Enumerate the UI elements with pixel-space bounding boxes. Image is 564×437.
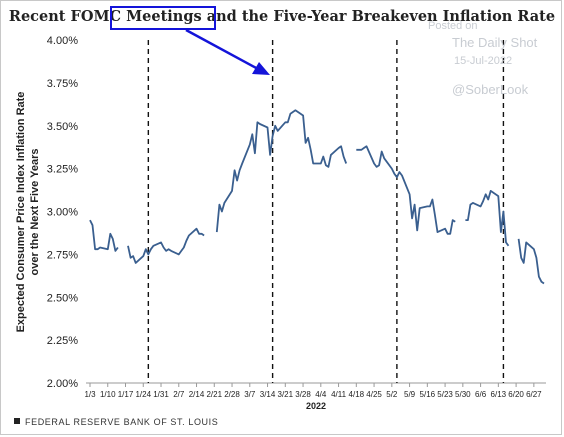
y-tick-label: 3.50%: [47, 121, 78, 133]
series-line-segment: [465, 189, 510, 247]
series-line-segment: [215, 109, 348, 233]
breakeven-series: [89, 109, 545, 285]
x-tick-label: 3/7: [244, 390, 256, 399]
x-axis-label: 2022: [306, 401, 326, 411]
x-tick-label: 2/14: [189, 390, 205, 399]
footer-square-icon: [14, 418, 20, 424]
y-tick-label: 2.25%: [47, 335, 78, 347]
chart-title: Recent FOMC Meetings and the Five-Year B…: [8, 8, 556, 25]
series-line-segment: [517, 238, 545, 285]
series-line-segment: [89, 219, 119, 252]
y-axis-label-line-2: over the Next Five Years: [29, 149, 41, 276]
watermark-handle: @SoberLook: [452, 82, 529, 97]
x-tick-label: 1/3: [84, 390, 96, 399]
x-tick-label: 3/21: [278, 390, 294, 399]
y-tick-label: 3.00%: [47, 207, 78, 219]
callout-arrow: [185, 28, 270, 75]
x-tick-label: 6/27: [526, 390, 542, 399]
watermark-date: 15-Jul-2022: [454, 55, 513, 67]
x-tick-label: 4/25: [366, 390, 382, 399]
series-line-segment: [127, 227, 205, 264]
x-axis-ticks: 1/3 1/10 1/17 1/24 1/31 2/7 2/14 2/21 2/28 3/7 3/1…: [84, 383, 542, 399]
y-tick-label: 3.75%: [47, 78, 78, 90]
footer-text: FEDERAL RESERVE BANK OF ST. LOUIS: [25, 417, 219, 427]
x-tick-label: 2/21: [206, 390, 222, 399]
x-tick-label: 3/28: [295, 390, 311, 399]
x-tick-label: 1/10: [100, 390, 116, 399]
y-tick-label: 2.00%: [47, 378, 78, 390]
fomc-callout-box: [110, 6, 216, 30]
x-tick-label: 2/7: [173, 390, 185, 399]
series-line-segment: [356, 145, 456, 235]
x-tick-label: 4/18: [349, 390, 365, 399]
x-tick-label: 5/9: [404, 390, 416, 399]
y-tick-label: 2.75%: [47, 249, 78, 261]
x-tick-label: 6/13: [491, 390, 507, 399]
y-tick-label: 2.50%: [47, 292, 78, 304]
x-tick-label: 6/6: [475, 390, 487, 399]
y-axis-ticks: 2.00% 2.25% 2.50% 2.75% 3.00% 3.25% 3.50% 3.75%…: [47, 35, 78, 390]
source-footer: FEDERAL RESERVE BANK OF ST. LOUIS: [14, 417, 218, 427]
y-tick-label: 3.25%: [47, 164, 78, 176]
fomc-meeting-lines: [147, 40, 505, 383]
x-tick-label: 2/28: [224, 390, 240, 399]
x-tick-label: 1/31: [153, 390, 169, 399]
x-tick-label: 4/4: [315, 390, 327, 399]
x-tick-label: 1/17: [118, 390, 134, 399]
y-axis-label-line-1: Expected Consumer Price Index Inflation …: [15, 92, 27, 333]
x-tick-label: 6/20: [508, 390, 524, 399]
x-tick-label: 4/11: [331, 390, 347, 399]
watermark-posted-on: Posted on: [428, 20, 478, 32]
y-tick-label: 4.00%: [47, 35, 78, 47]
x-tick-label: 5/2: [386, 390, 398, 399]
x-tick-label: 5/30: [455, 390, 471, 399]
x-tick-label: 5/23: [437, 390, 453, 399]
x-tick-label: 1/24: [135, 390, 151, 399]
watermark-site: The Daily Shot: [452, 35, 538, 50]
x-tick-label: 5/16: [420, 390, 436, 399]
x-tick-label: 3/14: [260, 390, 276, 399]
